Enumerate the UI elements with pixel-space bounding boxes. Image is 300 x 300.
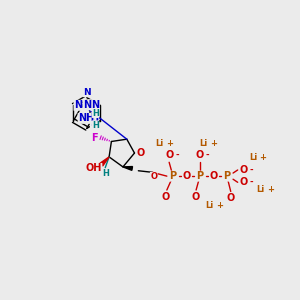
- Text: +: +: [166, 139, 173, 148]
- Text: Li: Li: [249, 153, 257, 162]
- Text: P: P: [196, 171, 203, 181]
- Text: N: N: [74, 100, 82, 110]
- Text: O: O: [240, 177, 248, 187]
- Text: +: +: [210, 139, 217, 148]
- Text: P: P: [169, 171, 177, 181]
- Text: O: O: [226, 193, 235, 203]
- Text: OH: OH: [85, 164, 102, 173]
- Text: O: O: [165, 150, 173, 160]
- Polygon shape: [100, 157, 109, 166]
- Text: N: N: [92, 100, 100, 110]
- Text: -: -: [206, 151, 209, 160]
- Text: H: H: [102, 169, 109, 178]
- Text: NH: NH: [78, 113, 94, 123]
- Text: +: +: [216, 201, 223, 210]
- Polygon shape: [123, 167, 133, 170]
- Text: -: -: [250, 178, 254, 187]
- Text: Li: Li: [155, 139, 163, 148]
- Text: O: O: [136, 148, 145, 158]
- Text: O: O: [210, 171, 218, 181]
- Text: O: O: [196, 150, 204, 160]
- Text: +: +: [260, 153, 267, 162]
- Text: O: O: [240, 165, 248, 175]
- Text: -: -: [175, 151, 179, 160]
- Text: H: H: [92, 109, 99, 118]
- Text: N: N: [91, 100, 99, 110]
- Text: Li: Li: [200, 139, 208, 148]
- Text: +: +: [267, 185, 274, 194]
- Text: Li: Li: [257, 185, 265, 194]
- Text: N: N: [90, 118, 98, 128]
- Text: P: P: [223, 171, 230, 181]
- Text: N: N: [83, 100, 91, 110]
- Text: F: F: [91, 133, 98, 142]
- Text: -: -: [250, 166, 254, 175]
- Text: O: O: [162, 192, 170, 202]
- Text: H: H: [92, 121, 99, 130]
- Text: O: O: [150, 172, 157, 182]
- Text: O: O: [183, 171, 191, 181]
- Text: O: O: [192, 192, 200, 202]
- Text: Li: Li: [205, 201, 213, 210]
- Text: N: N: [83, 88, 91, 97]
